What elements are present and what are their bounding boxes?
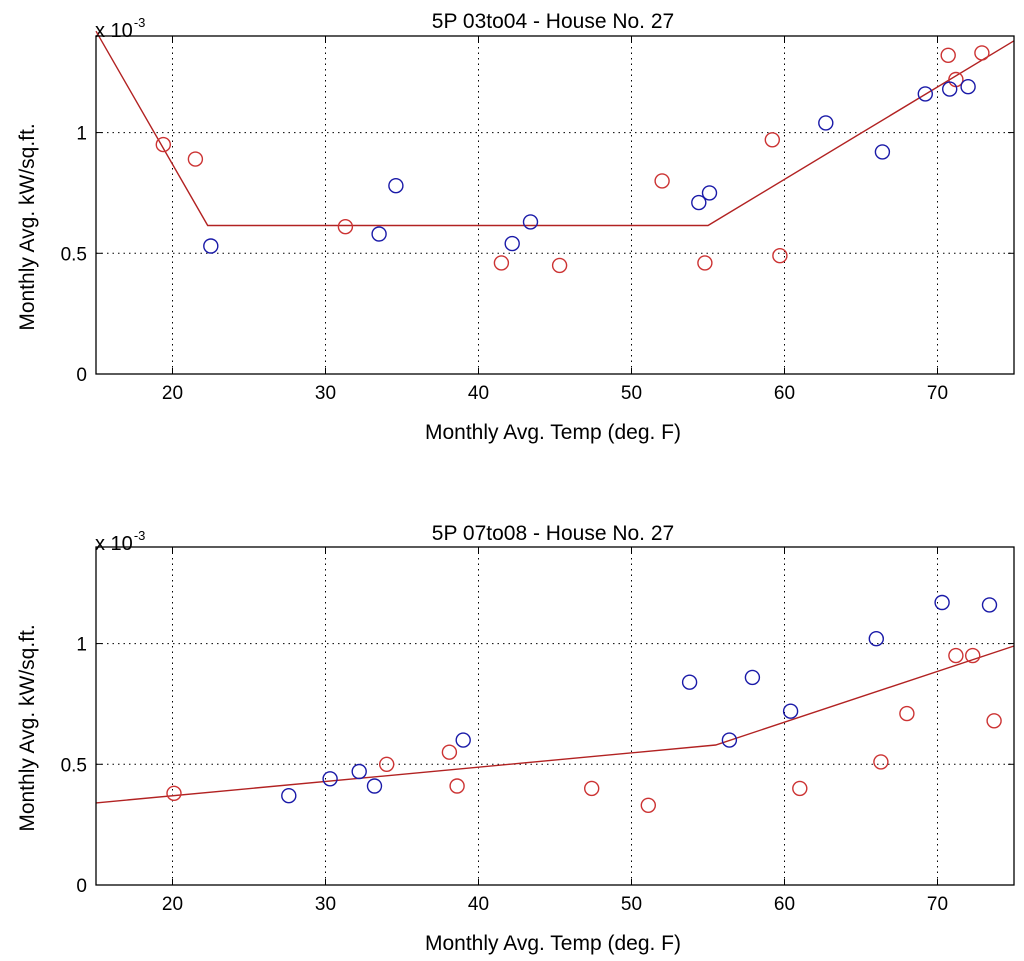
fit-line: [95, 30, 1015, 227]
data-point-blue: [874, 144, 891, 160]
y-tick-label: 0.5: [61, 755, 87, 776]
data-point-red: [379, 756, 395, 772]
data-points: [155, 45, 990, 274]
x-tick-label: 60: [774, 383, 795, 404]
axis-ticks: 20 30 40 50 60 70 0 0.5 1: [61, 36, 1014, 404]
data-point-blue: [371, 226, 387, 242]
x-tick-label: 70: [927, 383, 948, 404]
data-point-red: [948, 647, 964, 664]
y-tick-label: 1: [76, 124, 87, 145]
axes-frame: [95, 546, 1015, 886]
data-point-red: [551, 257, 568, 274]
data-point-red: [940, 47, 956, 63]
data-point-blue: [818, 115, 834, 131]
data-point-red: [792, 780, 808, 797]
x-tick-label: 50: [621, 894, 642, 915]
y-tick-label: 0: [76, 365, 87, 386]
data-point-blue: [388, 177, 404, 194]
data-point-red: [986, 713, 1002, 729]
data-point-red: [697, 255, 713, 271]
data-point-blue: [981, 597, 998, 613]
y-scale-base: x 10: [95, 533, 133, 555]
data-point-blue: [721, 732, 738, 748]
y-axis-label: Monthly Avg. kW/sq.ft.: [16, 123, 39, 330]
data-point-red: [772, 247, 788, 264]
y-scale-factor: x 10-3: [95, 528, 145, 555]
x-tick-label: 40: [468, 894, 489, 915]
plot-title: 5P 03to04 - House No. 27: [432, 10, 674, 33]
plot-title: 5P 07to08 - House No. 27: [432, 522, 674, 545]
data-point-blue: [917, 86, 933, 102]
data-point-blue: [455, 732, 471, 748]
data-point-blue: [366, 778, 383, 794]
data-point-red: [899, 705, 915, 722]
x-tick-label: 30: [315, 894, 336, 915]
data-point-red: [873, 754, 889, 770]
data-points: [166, 594, 1002, 813]
data-point-blue: [782, 703, 799, 719]
data-point-red: [654, 173, 670, 189]
data-point-red: [441, 744, 458, 760]
data-point-blue: [322, 771, 338, 787]
y-tick-label: 0: [76, 876, 87, 897]
data-point-blue: [281, 788, 297, 804]
x-tick-label: 20: [162, 894, 183, 915]
data-point-blue: [522, 214, 539, 230]
y-scale-exponent: -3: [134, 528, 146, 543]
y-tick-label: 0.5: [61, 244, 87, 265]
x-tick-label: 60: [774, 894, 795, 915]
plot-07to08: 5P 07to08 - House No. 27 x 10-3 Monthly …: [16, 522, 1015, 955]
data-point-blue: [934, 594, 950, 611]
data-point-blue: [868, 631, 884, 647]
data-point-blue: [203, 238, 219, 254]
x-axis-label: Monthly Avg. Temp (deg. F): [425, 932, 681, 955]
y-axis-label: Monthly Avg. kW/sq.ft.: [16, 624, 39, 831]
axes-frame: [95, 35, 1015, 375]
grid: [96, 547, 1014, 885]
data-point-red: [449, 778, 465, 794]
y-scale-exponent: -3: [134, 15, 146, 30]
fit-line: [95, 645, 1015, 804]
data-point-blue: [351, 763, 367, 780]
fit-line-layer: [95, 645, 1015, 804]
data-point-red: [584, 780, 600, 797]
plot-03to04: 5P 03to04 - House No. 27 x 10-3 Monthly …: [16, 10, 1015, 444]
y-tick-label: 1: [76, 635, 87, 656]
data-point-red: [640, 797, 656, 813]
data-point-red: [493, 255, 510, 271]
data-point-blue: [504, 235, 520, 252]
data-point-blue: [960, 78, 976, 95]
x-tick-label: 20: [162, 383, 183, 404]
x-tick-label: 50: [621, 383, 642, 404]
x-axis-label: Monthly Avg. Temp (deg. F): [425, 421, 681, 444]
axis-ticks: 20 30 40 50 60 70 0 0.5 1: [61, 547, 1014, 915]
data-point-red: [337, 218, 354, 235]
data-point-red: [974, 45, 990, 61]
data-point-blue: [744, 669, 761, 686]
data-point-blue: [701, 185, 718, 201]
fit-line-layer: [95, 30, 1015, 227]
data-point-red: [187, 151, 204, 167]
data-point-red: [764, 132, 780, 148]
data-point-blue: [681, 674, 698, 690]
x-tick-label: 30: [315, 383, 336, 404]
data-point-red: [965, 647, 981, 664]
data-point-blue: [942, 81, 958, 97]
x-tick-label: 70: [927, 894, 948, 915]
x-tick-label: 40: [468, 383, 489, 404]
data-point-blue: [691, 194, 707, 211]
data-point-red: [166, 785, 182, 801]
data-point-red: [155, 136, 172, 153]
